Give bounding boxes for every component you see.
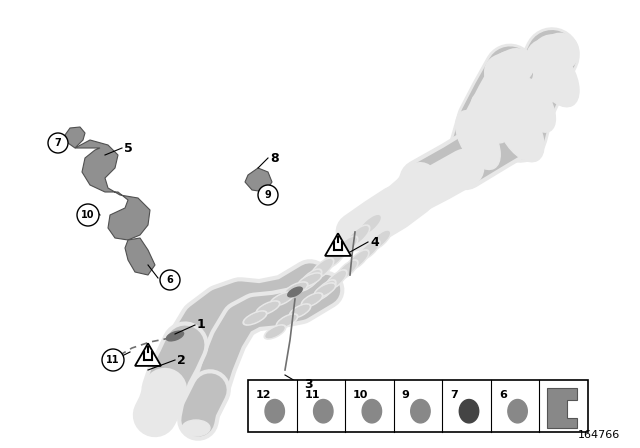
Ellipse shape — [300, 271, 320, 289]
Polygon shape — [125, 238, 155, 275]
Ellipse shape — [266, 327, 284, 338]
Text: 6: 6 — [499, 390, 507, 400]
Ellipse shape — [291, 306, 309, 317]
Text: 5: 5 — [124, 142, 132, 155]
Ellipse shape — [303, 294, 321, 306]
Circle shape — [160, 270, 180, 290]
Ellipse shape — [348, 227, 368, 246]
Polygon shape — [245, 168, 272, 192]
Polygon shape — [325, 233, 351, 256]
Ellipse shape — [336, 238, 356, 256]
Text: 6: 6 — [166, 275, 173, 285]
Text: 10: 10 — [81, 210, 95, 220]
Ellipse shape — [270, 292, 294, 306]
Text: 7: 7 — [451, 390, 458, 400]
Ellipse shape — [515, 78, 556, 132]
Ellipse shape — [243, 311, 267, 325]
Ellipse shape — [258, 302, 278, 314]
Ellipse shape — [325, 270, 347, 290]
Ellipse shape — [485, 59, 531, 121]
Ellipse shape — [276, 314, 298, 328]
Ellipse shape — [347, 250, 369, 270]
Ellipse shape — [349, 251, 367, 268]
Ellipse shape — [322, 247, 346, 269]
Text: 8: 8 — [270, 151, 278, 164]
Text: 9: 9 — [264, 190, 271, 200]
Ellipse shape — [310, 258, 334, 280]
Circle shape — [48, 133, 68, 153]
Ellipse shape — [518, 82, 552, 128]
Ellipse shape — [531, 43, 579, 107]
Text: 10: 10 — [353, 390, 369, 400]
Text: 9: 9 — [402, 390, 410, 400]
Ellipse shape — [471, 93, 509, 143]
Ellipse shape — [411, 400, 430, 423]
Ellipse shape — [301, 293, 323, 307]
Ellipse shape — [360, 215, 380, 234]
Ellipse shape — [289, 304, 311, 318]
Polygon shape — [547, 388, 577, 428]
Ellipse shape — [314, 280, 336, 300]
Ellipse shape — [460, 400, 479, 423]
Polygon shape — [135, 343, 161, 366]
Ellipse shape — [314, 400, 333, 423]
Ellipse shape — [298, 269, 322, 291]
Ellipse shape — [324, 249, 344, 267]
Ellipse shape — [336, 260, 358, 280]
Ellipse shape — [245, 312, 265, 323]
Circle shape — [102, 349, 124, 371]
Ellipse shape — [300, 274, 320, 286]
Circle shape — [77, 204, 99, 226]
Ellipse shape — [508, 400, 527, 423]
Ellipse shape — [140, 411, 170, 429]
Text: 2: 2 — [177, 353, 186, 366]
Ellipse shape — [272, 293, 292, 305]
Ellipse shape — [500, 103, 540, 157]
Ellipse shape — [166, 331, 184, 341]
Ellipse shape — [358, 214, 382, 236]
Ellipse shape — [284, 282, 308, 296]
Ellipse shape — [326, 271, 346, 289]
Ellipse shape — [278, 315, 296, 327]
Polygon shape — [65, 127, 85, 148]
Ellipse shape — [264, 325, 286, 339]
Ellipse shape — [369, 230, 391, 250]
Ellipse shape — [312, 260, 332, 278]
Ellipse shape — [362, 400, 381, 423]
Text: 7: 7 — [54, 138, 61, 148]
Text: 1: 1 — [197, 319, 205, 332]
Ellipse shape — [360, 241, 378, 258]
Ellipse shape — [182, 420, 210, 436]
Ellipse shape — [456, 111, 500, 169]
Circle shape — [258, 185, 278, 205]
Text: 12: 12 — [256, 390, 271, 400]
Text: 11: 11 — [106, 355, 120, 365]
Ellipse shape — [534, 48, 575, 102]
Ellipse shape — [316, 284, 334, 296]
Ellipse shape — [298, 273, 322, 287]
Text: 3: 3 — [304, 379, 312, 392]
FancyBboxPatch shape — [248, 380, 588, 432]
Text: 11: 11 — [305, 390, 320, 400]
Polygon shape — [75, 140, 150, 240]
Text: 4: 4 — [370, 236, 379, 249]
Ellipse shape — [314, 283, 336, 297]
Ellipse shape — [334, 236, 358, 258]
Ellipse shape — [316, 281, 334, 298]
Text: 164766: 164766 — [578, 430, 620, 440]
Ellipse shape — [496, 98, 544, 162]
Ellipse shape — [358, 240, 380, 260]
Ellipse shape — [288, 287, 302, 297]
Ellipse shape — [256, 301, 280, 315]
Ellipse shape — [371, 232, 389, 249]
Ellipse shape — [265, 400, 284, 423]
Ellipse shape — [346, 225, 370, 247]
Ellipse shape — [338, 262, 356, 279]
Ellipse shape — [286, 284, 306, 295]
